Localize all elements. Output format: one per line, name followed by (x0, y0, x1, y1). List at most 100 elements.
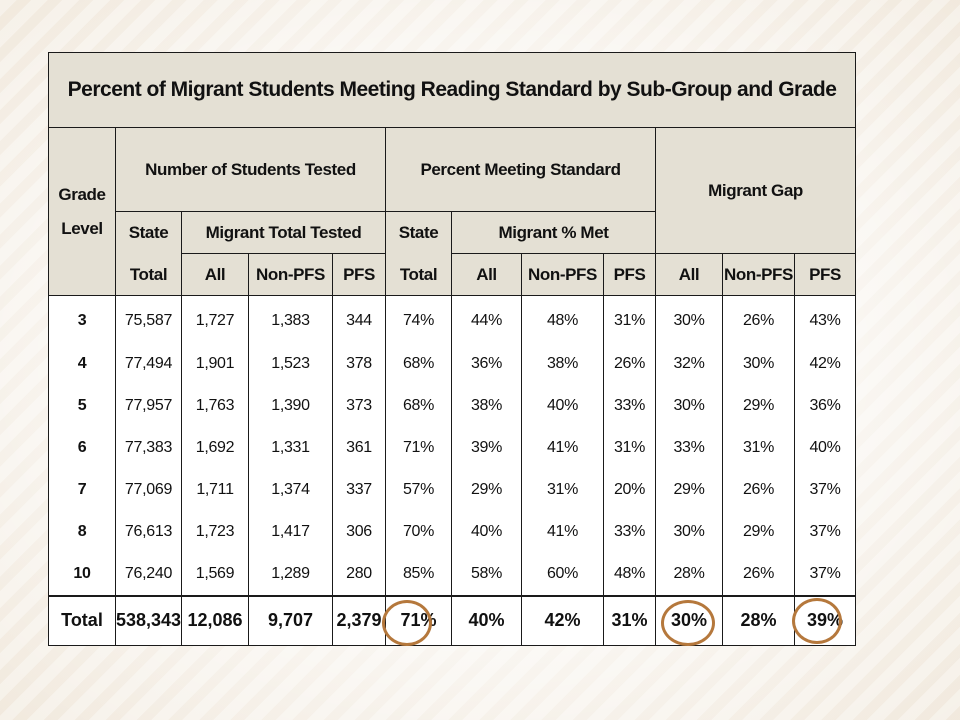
cell-all: 1,692 (181, 426, 249, 469)
table-row: 4 77,494 1,901 1,523 378 68% 36% 38% 26% 32% 30% 42… (48, 342, 857, 385)
cell-nonpfs: 1,417 (248, 510, 333, 553)
cell-gap-all: 28% (655, 552, 723, 596)
col-pfs-gap: PFS (793, 253, 857, 297)
cell-gap-nonpfs: 29% (722, 384, 795, 427)
total-nonpfs-tested: 9,707 (248, 594, 333, 646)
table-row: 10 76,240 1,569 1,289 280 85% 58% 60% 48% 28% 26% 3… (48, 552, 857, 596)
cell-gap-nonpfs: 29% (722, 510, 795, 553)
cell-pct-nonpfs: 60% (521, 552, 604, 596)
cell-all: 1,569 (181, 552, 249, 596)
cell-nonpfs: 1,390 (248, 384, 333, 427)
cell-state-total: 77,957 (115, 384, 182, 427)
migrant-total-tested-header: Migrant Total Tested (181, 211, 386, 255)
total-row: Total 538,343 12,086 9,707 2,379 71% 40%… (48, 594, 857, 646)
cell-gap-nonpfs: 31% (722, 426, 795, 469)
cell-state-pct: 57% (385, 468, 452, 511)
cell-pfs: 337 (332, 468, 386, 511)
cell-state-total: 75,587 (115, 295, 182, 343)
cell-grade: 4 (48, 342, 116, 385)
cell-pct-pfs: 48% (603, 552, 656, 596)
cell-pct-all: 40% (451, 510, 522, 553)
cell-nonpfs: 1,523 (248, 342, 333, 385)
cell-state-pct: 70% (385, 510, 452, 553)
highlight-circle-gap-all (661, 600, 715, 646)
cell-state-total: 77,069 (115, 468, 182, 511)
cell-gap-pfs: 42% (793, 342, 857, 385)
cell-pct-pfs: 33% (603, 384, 656, 427)
cell-grade: 3 (48, 295, 116, 343)
cell-all: 1,711 (181, 468, 249, 511)
col-all-gap: All (655, 253, 723, 297)
cell-nonpfs: 1,383 (248, 295, 333, 343)
cell-all: 1,901 (181, 342, 249, 385)
cell-nonpfs: 1,331 (248, 426, 333, 469)
cell-gap-nonpfs: 26% (722, 295, 795, 343)
total-pct-nonpfs: 42% (521, 594, 604, 646)
grade-level-header: Grade Level (48, 127, 116, 297)
total-label: Total (48, 594, 116, 646)
cell-pct-all: 38% (451, 384, 522, 427)
total-state-tested: 538,343 (115, 594, 182, 646)
cell-pct-pfs: 31% (603, 426, 656, 469)
cell-all: 1,763 (181, 384, 249, 427)
cell-pct-nonpfs: 40% (521, 384, 604, 427)
cell-pct-pfs: 20% (603, 468, 656, 511)
cell-gap-all: 33% (655, 426, 723, 469)
cell-gap-pfs: 43% (793, 295, 857, 343)
cell-state-pct: 74% (385, 295, 452, 343)
total-pfs-tested: 2,379 (332, 594, 386, 646)
col-all-percent: All (451, 253, 522, 297)
table-title: Percent of Migrant Students Meeting Read… (47, 51, 857, 129)
total-all-tested: 12,086 (181, 594, 249, 646)
cell-pct-pfs: 31% (603, 295, 656, 343)
cell-gap-all: 30% (655, 384, 723, 427)
cell-state-pct: 68% (385, 342, 452, 385)
cell-gap-pfs: 37% (793, 468, 857, 511)
grade-header-line1: Grade (58, 184, 106, 204)
cell-pct-nonpfs: 48% (521, 295, 604, 343)
grade-header-line2: Level (61, 218, 103, 238)
cell-pfs: 378 (332, 342, 386, 385)
cell-pct-nonpfs: 41% (521, 510, 604, 553)
migrant-pct-met-header: Migrant % Met (451, 211, 656, 255)
cell-gap-all: 29% (655, 468, 723, 511)
col-pfs-tested: PFS (332, 253, 386, 297)
cell-state-pct: 85% (385, 552, 452, 596)
data-table-container: Percent of Migrant Students Meeting Read… (47, 51, 857, 646)
cell-pfs: 361 (332, 426, 386, 469)
percent-meeting-header: Percent Meeting Standard (385, 127, 656, 213)
cell-all: 1,727 (181, 295, 249, 343)
state-header-percent: State (385, 211, 452, 254)
cell-gap-pfs: 37% (793, 510, 857, 553)
cell-pct-nonpfs: 41% (521, 426, 604, 469)
cell-pct-all: 58% (451, 552, 522, 596)
cell-pct-nonpfs: 31% (521, 468, 604, 511)
cell-pct-pfs: 33% (603, 510, 656, 553)
total-pct-all: 40% (451, 594, 522, 646)
cell-pct-nonpfs: 38% (521, 342, 604, 385)
cell-pfs: 344 (332, 295, 386, 343)
cell-pct-all: 29% (451, 468, 522, 511)
state-header-tested: State (115, 211, 182, 254)
cell-pct-all: 39% (451, 426, 522, 469)
table-row: 3 75,587 1,727 1,383 344 74% 44% 48% 31% 30% 26% 43… (48, 295, 857, 343)
cell-state-total: 76,613 (115, 510, 182, 553)
cell-grade: 7 (48, 468, 116, 511)
col-nonpfs-gap: Non-PFS (722, 253, 795, 297)
cell-all: 1,723 (181, 510, 249, 553)
col-all-tested: All (181, 253, 249, 297)
students-tested-header: Number of Students Tested (115, 127, 386, 213)
cell-gap-all: 32% (655, 342, 723, 385)
cell-pct-all: 44% (451, 295, 522, 343)
cell-state-pct: 71% (385, 426, 452, 469)
cell-gap-pfs: 36% (793, 384, 857, 427)
total-pct-pfs: 31% (603, 594, 656, 646)
cell-pfs: 373 (332, 384, 386, 427)
migrant-gap-header: Migrant Gap (654, 127, 857, 255)
table-row: 7 77,069 1,711 1,374 337 57% 29% 31% 20% 29% 26% 37… (48, 468, 857, 511)
cell-pct-all: 36% (451, 342, 522, 385)
col-nonpfs-tested: Non-PFS (248, 253, 333, 297)
table-row: 5 77,957 1,763 1,390 373 68% 38% 40% 33% 30% 29% 36… (48, 384, 857, 427)
cell-gap-all: 30% (655, 295, 723, 343)
cell-grade: 10 (48, 552, 116, 596)
